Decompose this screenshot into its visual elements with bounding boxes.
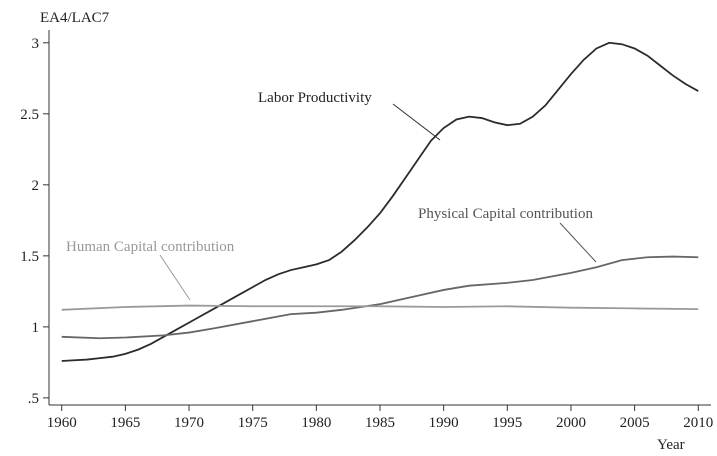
leader-line <box>559 222 597 263</box>
series-line <box>61 255 699 340</box>
leader-line <box>392 103 441 141</box>
y-tick-label: 1 <box>32 320 40 336</box>
x-tick-label: 1965 <box>110 415 140 431</box>
series-line <box>61 304 699 311</box>
x-tick-label: 1990 <box>429 415 459 431</box>
x-tick-label: 1975 <box>238 415 268 431</box>
x-tick-label: 1985 <box>365 415 395 431</box>
x-tick-label: 1980 <box>301 415 331 431</box>
y-axis-label: EA4/LAC7 <box>40 10 110 26</box>
annotation: Labor Productivity <box>258 90 372 106</box>
y-tick-label: 2 <box>32 178 40 194</box>
x-axis-label: Year <box>657 437 685 453</box>
x-tick-label: 2000 <box>556 415 586 431</box>
x-tick-label: 2010 <box>683 415 713 431</box>
y-tick-label: 1.5 <box>20 249 39 265</box>
x-tick-label: 2005 <box>620 415 650 431</box>
annotation: Human Capital contribution <box>66 239 235 255</box>
x-tick-label: 1970 <box>174 415 204 431</box>
y-tick-label: 3 <box>32 36 40 52</box>
annotation: Physical Capital contribution <box>418 206 593 222</box>
leader-line <box>159 254 191 301</box>
x-tick-label: 1960 <box>47 415 77 431</box>
y-tick-label: .5 <box>28 391 39 407</box>
x-tick-label: 1995 <box>492 415 522 431</box>
y-tick-label: 2.5 <box>20 107 39 123</box>
